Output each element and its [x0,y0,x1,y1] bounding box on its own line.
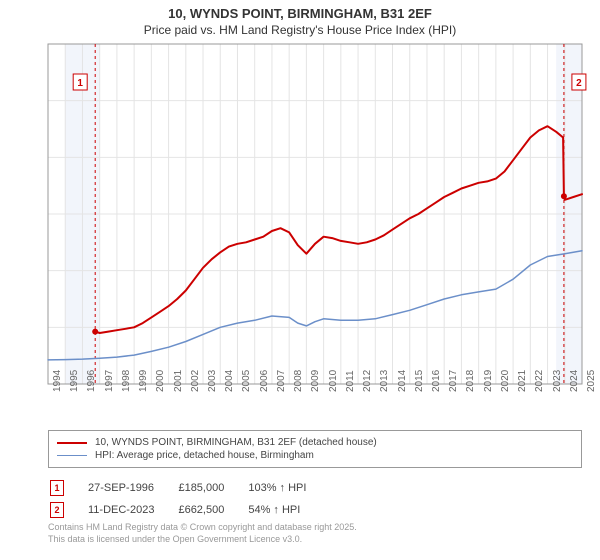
footer-line2: This data is licensed under the Open Gov… [48,534,357,546]
sales-table: 1 27-SEP-1996£185,000103% ↑ HPI 2 11-DEC-20… [48,476,330,522]
x-tick-label: 2002 [190,370,201,392]
x-tick-label: 2012 [362,370,373,392]
legend-item: HPI: Average price, detached house, Birm… [57,450,573,461]
sale-price: £662,500 [178,500,246,520]
x-tick-label: 2001 [173,370,184,392]
sale-price: £185,000 [178,478,246,498]
sale-marker: 1 [50,480,64,496]
x-tick-label: 2025 [586,370,597,392]
footer-attribution: Contains HM Land Registry data © Crown c… [48,522,357,545]
x-tick-label: 1994 [52,370,63,392]
plot-area: 12 [48,44,582,384]
legend: 10, WYNDS POINT, BIRMINGHAM, B31 2EF (de… [48,430,582,468]
x-tick-label: 2016 [431,370,442,392]
x-tick-label: 2005 [241,370,252,392]
x-tick-label: 2017 [448,370,459,392]
chart-container: 10, WYNDS POINT, BIRMINGHAM, B31 2EF Pri… [0,0,600,560]
legend-item: 10, WYNDS POINT, BIRMINGHAM, B31 2EF (de… [57,437,573,448]
x-tick-label: 2004 [224,370,235,392]
y-axis: £0£200,000£400,000£600,000£800,000£1M£1.… [0,44,48,384]
legend-label: 10, WYNDS POINT, BIRMINGHAM, B31 2EF (de… [95,437,377,448]
x-tick-label: 2000 [155,370,166,392]
x-tick-label: 2018 [465,370,476,392]
x-tick-label: 2020 [500,370,511,392]
sale-date: 27-SEP-1996 [88,478,176,498]
x-tick-label: 2022 [534,370,545,392]
legend-swatch [57,455,87,457]
plot-svg: 12 [48,44,582,384]
x-tick-label: 2024 [569,370,580,392]
x-tick-label: 2023 [552,370,563,392]
x-tick-label: 2003 [207,370,218,392]
sale-row: 1 27-SEP-1996£185,000103% ↑ HPI [50,478,328,498]
x-tick-label: 1999 [138,370,149,392]
chart-title-line2: Price paid vs. HM Land Registry's House … [0,23,600,37]
sale-row: 2 11-DEC-2023£662,50054% ↑ HPI [50,500,328,520]
x-tick-label: 2006 [259,370,270,392]
x-tick-label: 1996 [86,370,97,392]
x-tick-label: 2015 [414,370,425,392]
legend-swatch [57,442,87,444]
legend-label: HPI: Average price, detached house, Birm… [95,450,314,461]
sale-delta: 54% ↑ HPI [248,500,328,520]
x-tick-label: 2021 [517,370,528,392]
x-tick-label: 2009 [310,370,321,392]
sale-marker: 2 [50,502,64,518]
x-tick-label: 2014 [397,370,408,392]
x-tick-label: 2007 [276,370,287,392]
x-tick-label: 2019 [483,370,494,392]
x-tick-label: 2013 [379,370,390,392]
svg-text:2: 2 [576,78,582,89]
x-tick-label: 2011 [345,370,356,392]
sale-date: 11-DEC-2023 [88,500,176,520]
x-axis: 1994199519961997199819992000200120022003… [48,384,582,424]
x-tick-label: 1998 [121,370,132,392]
footer-line1: Contains HM Land Registry data © Crown c… [48,522,357,534]
x-tick-label: 1995 [69,370,80,392]
chart-title-line1: 10, WYNDS POINT, BIRMINGHAM, B31 2EF [0,0,600,23]
x-tick-label: 2008 [293,370,304,392]
svg-text:1: 1 [77,78,83,89]
x-tick-label: 2010 [328,370,339,392]
sale-delta: 103% ↑ HPI [248,478,328,498]
x-tick-label: 1997 [104,370,115,392]
